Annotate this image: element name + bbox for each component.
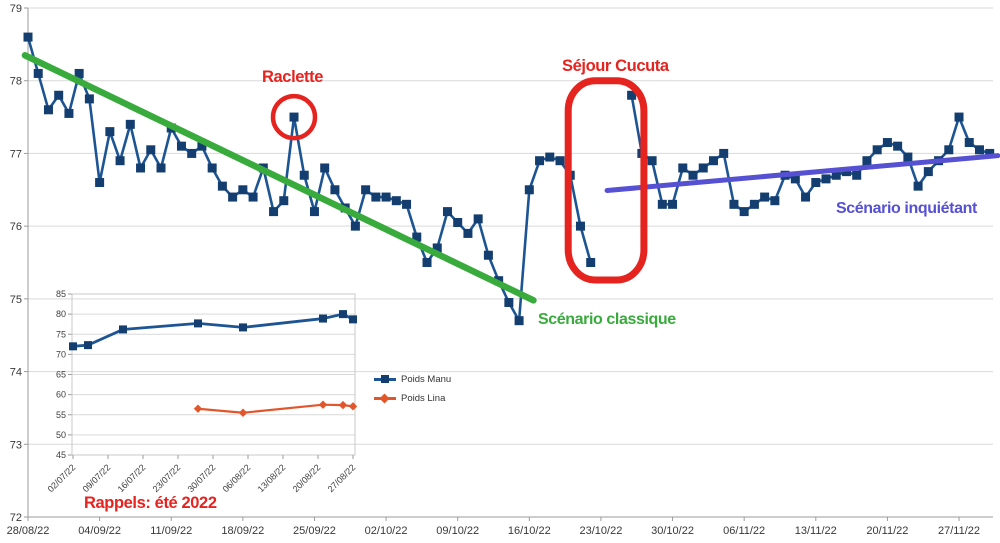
svg-text:65: 65 xyxy=(56,370,66,380)
svg-text:30/10/22: 30/10/22 xyxy=(651,525,694,537)
red-highlights xyxy=(270,77,648,284)
inset-legend: Poids Manu Poids Lina xyxy=(374,370,451,408)
svg-text:09/10/22: 09/10/22 xyxy=(436,525,479,537)
legend-item-poids-lina: Poids Lina xyxy=(374,389,451,408)
svg-text:78: 78 xyxy=(10,76,22,88)
inset-chart-ete-2022: 85 80 75 70 65 60 55 50 45 02/07/22 09/07/22 16/07/… xyxy=(46,289,358,494)
rappels-ete-2022-label: Rappels: été 2022 xyxy=(84,494,217,512)
svg-text:75: 75 xyxy=(56,329,66,339)
svg-text:28/08/22: 28/08/22 xyxy=(7,525,50,537)
svg-text:25/09/22: 25/09/22 xyxy=(293,525,336,537)
scenario-classique-label: Scénario classique xyxy=(538,311,676,328)
svg-text:74: 74 xyxy=(10,367,22,379)
svg-text:16/07/22: 16/07/22 xyxy=(116,462,148,494)
svg-text:27/08/22: 27/08/22 xyxy=(326,462,358,494)
svg-text:23/07/22: 23/07/22 xyxy=(151,462,183,494)
main-weight-series xyxy=(23,32,995,326)
poids-manu-square-marker-icon xyxy=(381,375,389,383)
svg-text:77: 77 xyxy=(10,148,22,160)
svg-text:72: 72 xyxy=(10,512,22,524)
svg-text:06/11/22: 06/11/22 xyxy=(723,525,765,537)
svg-text:70: 70 xyxy=(56,349,66,359)
svg-text:75: 75 xyxy=(10,294,22,306)
poids-manu-line-swatch xyxy=(374,375,396,383)
svg-text:79: 79 xyxy=(10,3,22,15)
svg-text:18/09/22: 18/09/22 xyxy=(221,525,264,537)
svg-text:11/09/22: 11/09/22 xyxy=(150,525,192,537)
raclette-annotation-label: Raclette xyxy=(262,68,323,86)
cucuta-box-highlight xyxy=(564,77,648,284)
svg-text:45: 45 xyxy=(56,450,66,460)
svg-text:20/11/22: 20/11/22 xyxy=(866,525,908,537)
svg-text:73: 73 xyxy=(10,439,22,451)
svg-text:06/08/22: 06/08/22 xyxy=(221,462,253,494)
raclette-circle-highlight xyxy=(270,93,318,141)
svg-text:60: 60 xyxy=(56,390,66,400)
svg-text:02/07/22: 02/07/22 xyxy=(46,462,78,494)
scenario-inquietant-label: Scénario inquiétant xyxy=(836,200,977,217)
svg-text:09/07/22: 09/07/22 xyxy=(81,462,113,494)
svg-text:55: 55 xyxy=(56,410,66,420)
svg-text:27/11/22: 27/11/22 xyxy=(938,525,980,537)
poids-lina-diamond-marker-icon xyxy=(379,393,390,404)
svg-text:50: 50 xyxy=(56,430,66,440)
svg-text:80: 80 xyxy=(56,309,66,319)
legend-label-poids-manu: Poids Manu xyxy=(401,374,452,385)
svg-text:13/08/22: 13/08/22 xyxy=(256,462,288,494)
svg-text:76: 76 xyxy=(10,221,22,233)
svg-text:04/09/22: 04/09/22 xyxy=(78,525,121,537)
poids-lina-line-swatch xyxy=(374,393,396,404)
svg-text:02/10/22: 02/10/22 xyxy=(365,525,408,537)
legend-label-poids-lina: Poids Lina xyxy=(401,393,446,404)
svg-text:30/07/22: 30/07/22 xyxy=(186,462,218,494)
sejour-cucuta-annotation-label: Séjour Cucuta xyxy=(562,57,669,75)
svg-text:20/08/22: 20/08/22 xyxy=(291,462,323,494)
trend-line-scenario-inquietant xyxy=(604,153,1000,194)
svg-text:23/10/22: 23/10/22 xyxy=(580,525,623,537)
svg-text:85: 85 xyxy=(56,289,66,299)
legend-item-poids-manu: Poids Manu xyxy=(374,370,451,389)
svg-text:16/10/22: 16/10/22 xyxy=(508,525,551,537)
trend-line-scenario-classique xyxy=(21,52,537,304)
svg-text:13/11/22: 13/11/22 xyxy=(795,525,837,537)
